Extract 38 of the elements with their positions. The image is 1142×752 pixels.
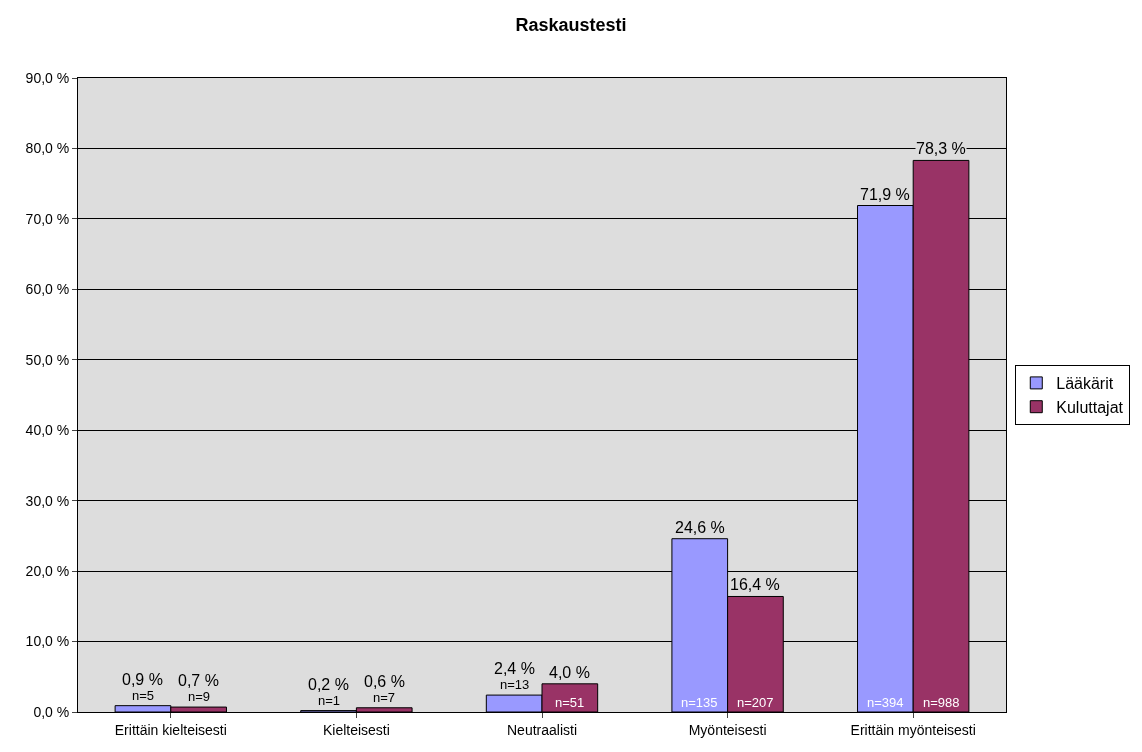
data-label: 0,7 % [178,672,219,689]
chart-title: Raskaustesti [515,15,627,36]
data-label: 71,9 % [860,186,910,203]
legend-label: Lääkärit [1056,375,1114,393]
x-tick-label: Myönteisesti [688,721,767,738]
y-tick-label: 20,0 % [25,563,70,580]
annotation: n=1 [318,693,341,708]
data-label: 24,6 % [675,519,725,536]
x-tick-label: Neutraalisti [506,721,578,738]
y-tick-label: 90,0 % [25,69,70,86]
data-label: 2,4 % [494,660,535,677]
data-label: 4,0 % [549,664,590,681]
annotation: n=988 [923,695,960,710]
y-tick-label: 50,0 % [25,351,70,368]
data-label: 0,2 % [308,676,349,693]
annotation: n=135 [681,695,718,710]
y-tick-label: 80,0 % [25,140,70,157]
x-tick-label: Kielteisesti [322,721,390,738]
y-tick-label: 60,0 % [25,281,70,298]
y-tick-label: 10,0 % [25,633,70,650]
data-label: 16,4 % [730,576,780,593]
annotation: n=7 [373,690,396,705]
y-tick-label: 0,0 % [33,703,70,720]
data-label: 78,3 % [916,140,966,157]
y-tick-label: 30,0 % [25,492,70,509]
x-tick-label: Erittäin myönteisesti [850,721,976,738]
annotation: n=51 [555,695,585,710]
annotation: n=13 [500,677,530,692]
x-tick-label: Erittäin kielteisesti [114,721,227,738]
annotation: n=394 [867,695,904,710]
annotation: n=207 [737,695,774,710]
y-tick-label: 40,0 % [25,422,70,439]
data-label: 0,6 % [364,673,405,690]
legend-label: Kuluttajat [1056,398,1124,416]
y-tick-label: 70,0 % [25,210,70,227]
annotation: n=9 [188,689,211,704]
annotation: n=5 [132,688,155,703]
data-label: 0,9 % [122,671,163,688]
